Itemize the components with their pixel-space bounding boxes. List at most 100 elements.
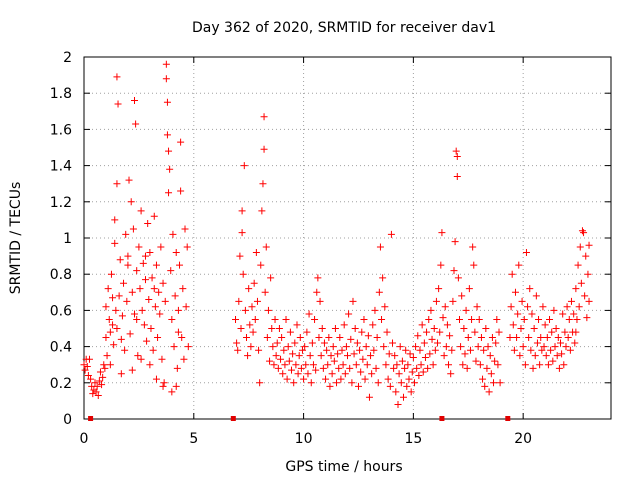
data-point xyxy=(323,346,331,354)
data-point xyxy=(464,334,472,342)
data-point xyxy=(452,147,460,155)
data-point xyxy=(141,276,149,284)
data-point xyxy=(148,274,156,282)
data-point xyxy=(152,375,160,383)
data-point xyxy=(453,153,461,161)
data-point xyxy=(83,363,91,371)
data-point xyxy=(144,220,152,228)
data-point xyxy=(143,337,151,345)
data-point xyxy=(419,368,427,376)
data-point xyxy=(132,120,140,128)
data-point xyxy=(145,296,153,304)
data-point xyxy=(91,379,99,387)
data-point xyxy=(174,328,182,336)
data-point xyxy=(237,325,245,332)
data-point xyxy=(360,315,368,323)
data-point xyxy=(165,147,173,155)
data-point xyxy=(319,364,327,372)
data-point xyxy=(430,325,438,332)
data-point xyxy=(442,343,450,351)
y-tick-label: 1.2 xyxy=(50,195,72,211)
data-point xyxy=(259,180,267,188)
axis-ticks xyxy=(83,56,611,420)
data-point xyxy=(496,379,504,387)
data-point xyxy=(162,75,170,83)
y-tick-label: 1.8 xyxy=(50,86,72,102)
data-point xyxy=(379,274,387,282)
data-point xyxy=(150,212,158,220)
data-point xyxy=(543,334,551,342)
data-point xyxy=(409,353,417,361)
data-point xyxy=(102,303,110,311)
data-point xyxy=(401,364,409,372)
data-point xyxy=(572,285,580,293)
data-point xyxy=(131,310,139,318)
data-point xyxy=(492,339,500,347)
data-point xyxy=(446,332,454,340)
data-point xyxy=(117,335,125,343)
data-point xyxy=(424,364,432,372)
data-point xyxy=(566,346,574,354)
data-point xyxy=(354,382,362,390)
data-point xyxy=(570,310,578,318)
data-point xyxy=(486,352,494,360)
data-point xyxy=(236,252,244,260)
data-point xyxy=(116,256,124,264)
data-point xyxy=(316,297,324,305)
data-point xyxy=(111,216,119,224)
data-point xyxy=(341,370,349,378)
x-tick-labels: 0 5 10 15 20 xyxy=(80,431,533,447)
data-point xyxy=(356,346,364,354)
y-tick-label: 0.6 xyxy=(50,303,72,319)
data-point xyxy=(152,261,160,269)
data-point xyxy=(251,315,259,323)
data-point xyxy=(305,310,313,318)
data-point xyxy=(292,361,300,369)
data-point xyxy=(481,382,489,390)
data-point xyxy=(364,332,372,340)
x-tick-label: 5 xyxy=(189,431,198,447)
data-point xyxy=(553,352,561,360)
data-point xyxy=(527,346,535,354)
data-point xyxy=(92,388,100,396)
data-point xyxy=(376,243,384,251)
data-point xyxy=(382,361,390,369)
data-point xyxy=(461,350,469,358)
data-point xyxy=(184,343,192,351)
data-point xyxy=(232,315,240,323)
data-point xyxy=(425,315,433,323)
data-point xyxy=(315,334,323,342)
data-point xyxy=(271,315,279,323)
data-point xyxy=(535,315,543,323)
data-point xyxy=(163,98,171,106)
data-point xyxy=(447,370,455,378)
data-point xyxy=(455,315,463,323)
chart-title: Day 362 of 2020, SRMTID for receiver dav… xyxy=(192,20,496,36)
data-point xyxy=(176,261,184,269)
data-point xyxy=(518,297,526,305)
data-point xyxy=(472,357,480,365)
data-point xyxy=(511,288,519,296)
data-point xyxy=(392,388,400,396)
data-point xyxy=(584,270,592,278)
x-tick-label: 15 xyxy=(404,431,422,447)
data-point xyxy=(328,370,336,378)
data-point xyxy=(320,339,328,347)
data-point xyxy=(250,279,258,287)
data-point xyxy=(290,379,298,387)
data-point xyxy=(340,321,348,329)
data-point xyxy=(485,388,493,396)
data-point xyxy=(460,325,468,332)
data-point xyxy=(85,355,93,363)
data-point xyxy=(128,366,136,374)
data-point xyxy=(438,229,446,237)
data-point xyxy=(327,352,335,360)
data-point xyxy=(549,357,557,365)
data-point xyxy=(168,315,176,323)
data-point xyxy=(160,379,168,387)
data-point xyxy=(238,229,246,237)
data-point xyxy=(352,361,360,369)
data-point xyxy=(552,325,560,332)
data-point xyxy=(405,375,413,383)
y-tick-label: 1.6 xyxy=(50,122,72,138)
